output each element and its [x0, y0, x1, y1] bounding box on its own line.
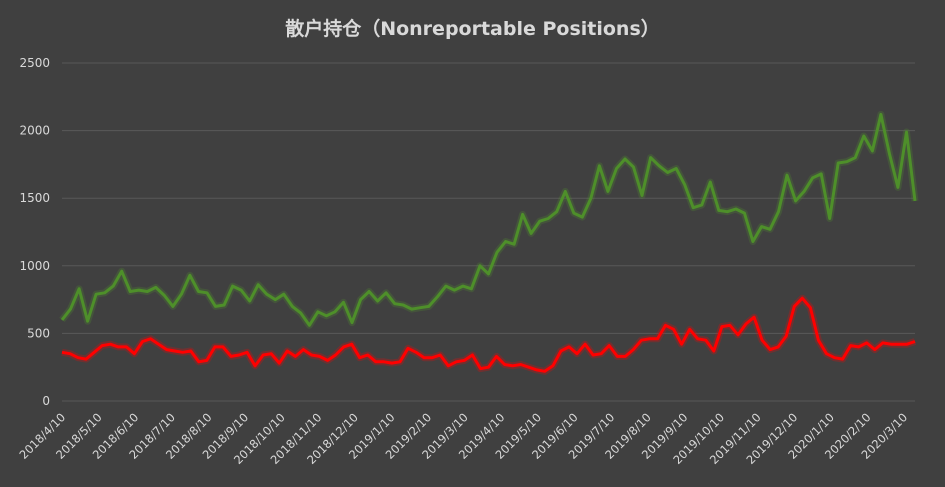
- y-tick-label: 2500: [19, 56, 50, 70]
- chart-title: 散户持仓（Nonreportable Positions）: [285, 18, 660, 40]
- series-line-2: [61, 296, 916, 373]
- y-tick-label: 0: [42, 394, 50, 408]
- series-line-glow: [59, 110, 919, 329]
- series-line-1: [60, 112, 917, 327]
- y-tick-label: 500: [27, 326, 50, 340]
- y-tick-label: 1000: [19, 259, 50, 273]
- y-tick-label: 2000: [19, 124, 50, 138]
- y-tick-label: 1500: [19, 191, 50, 205]
